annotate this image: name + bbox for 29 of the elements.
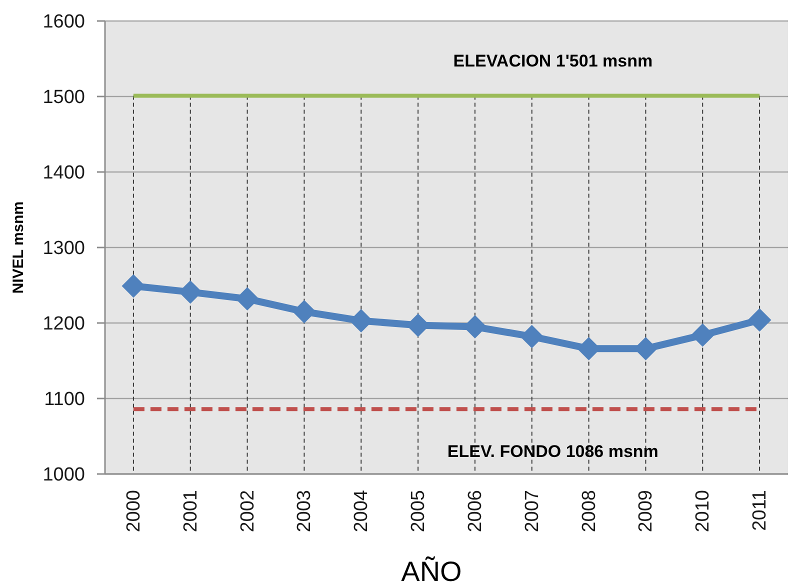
point — [691, 324, 714, 347]
x-tick-label: 2004 — [350, 490, 372, 532]
x-tick-label: 2006 — [464, 490, 486, 532]
x-tick-label: 2010 — [692, 490, 714, 532]
point — [236, 287, 259, 310]
y-tick-label: 1000 — [42, 464, 85, 486]
ref-line-label: ELEV. FONDO 1086 msnm — [447, 442, 658, 461]
x-tick-label: 2001 — [180, 490, 201, 532]
point — [748, 308, 772, 332]
y-tick-label: 1500 — [42, 87, 85, 108]
point — [292, 300, 316, 324]
point — [122, 274, 145, 298]
x-tick-label: 2005 — [408, 490, 429, 532]
y-tick-label: 1300 — [42, 238, 85, 260]
y-tick-label: 1400 — [42, 162, 85, 184]
x-tick-label: 2009 — [635, 490, 656, 532]
y-tick-label: 1200 — [42, 314, 85, 335]
x-tick-label: 2008 — [578, 490, 600, 532]
y-axis-title: NIVEL msnm — [10, 201, 26, 294]
x-tick-label: 2007 — [521, 490, 542, 532]
x-tick-label: 2011 — [749, 490, 770, 531]
ref-line-label: ELEVACION 1'501 msnm — [453, 51, 653, 70]
x-tick-label: 2003 — [294, 490, 315, 532]
point — [520, 325, 544, 348]
x-tick-label: 2000 — [122, 490, 144, 532]
x-tick-label: 2002 — [236, 490, 258, 532]
x-axis-title: AÑO — [401, 556, 462, 586]
y-tick-label: 1600 — [42, 12, 85, 33]
y-tick-label: 1100 — [44, 389, 85, 410]
